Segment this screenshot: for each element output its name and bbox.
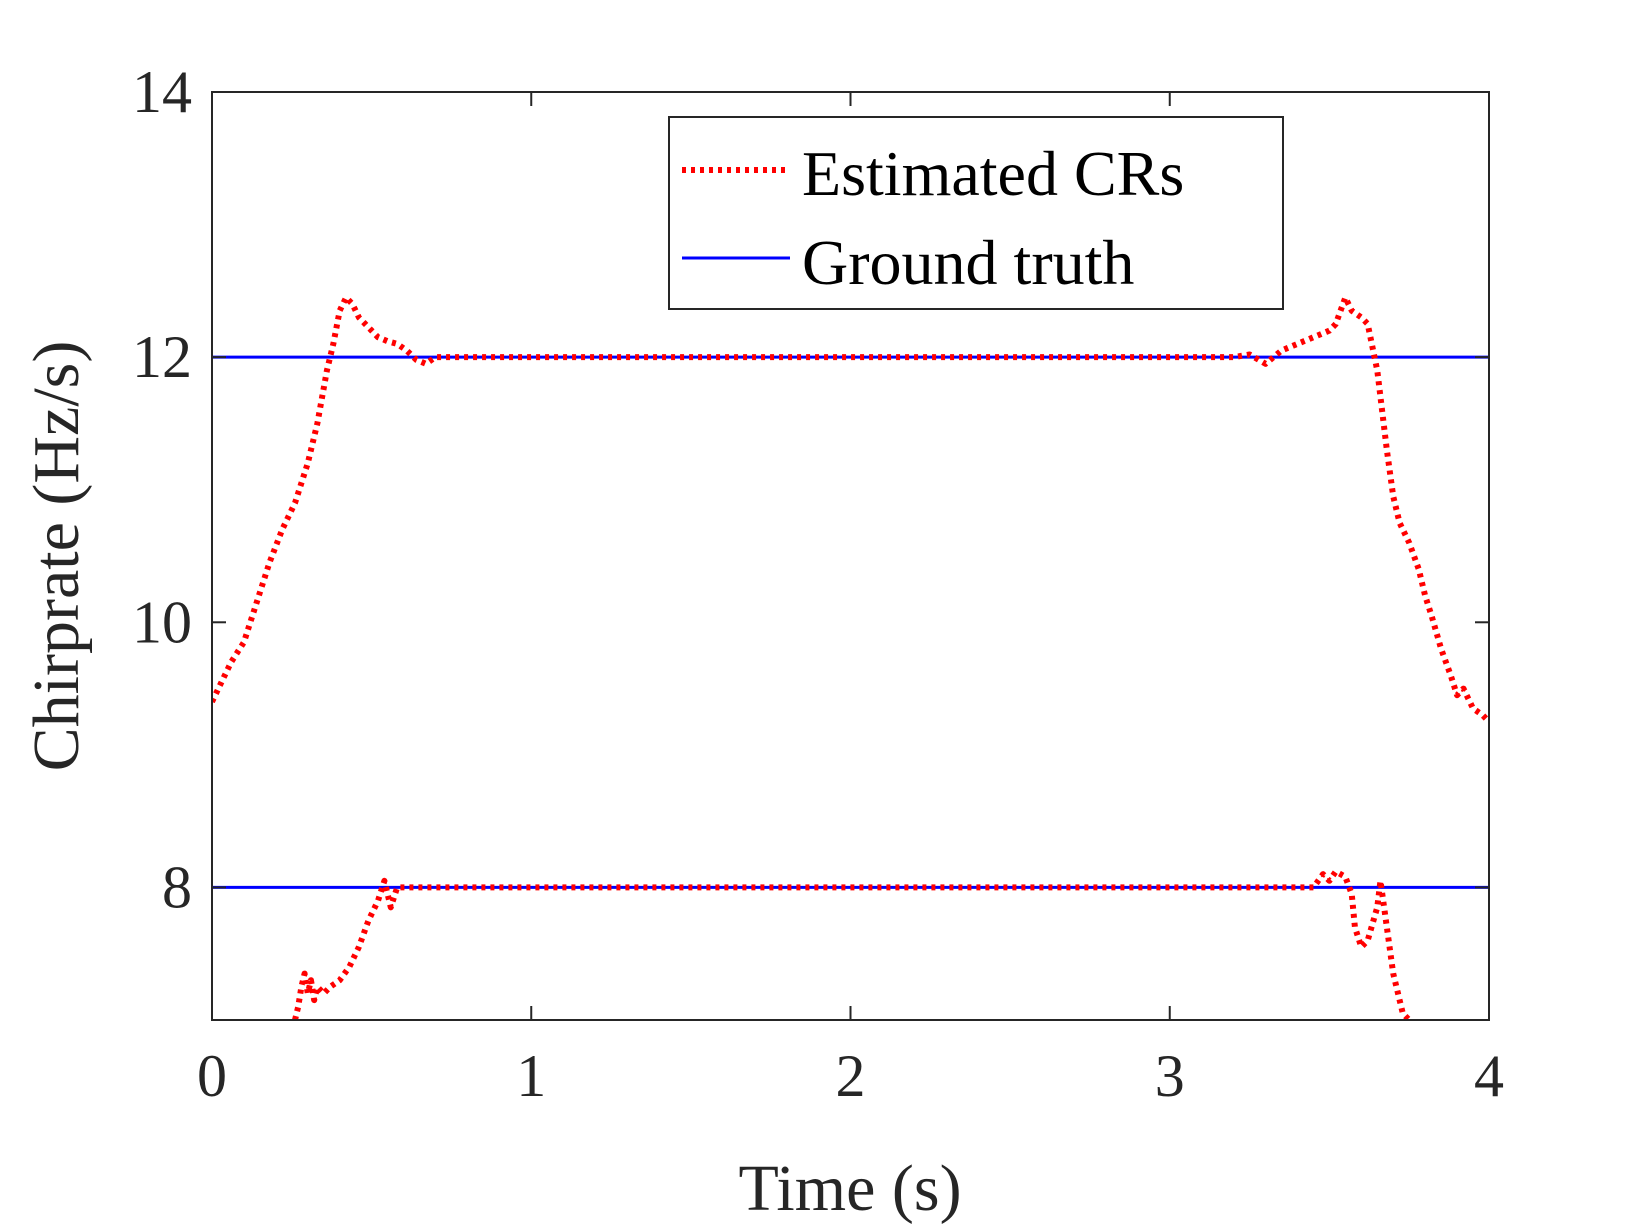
x-tick-label: 0 — [197, 1043, 227, 1109]
x-tick-label: 1 — [516, 1043, 546, 1109]
legend-box — [668, 116, 1284, 310]
y-tick-label: 12 — [132, 324, 192, 390]
legend-label-ground-truth: Ground truth — [802, 227, 1134, 298]
y-axis-label: Chirprate (Hz/s) — [20, 341, 93, 772]
legend-label-estimated: Estimated CRs — [802, 138, 1184, 209]
x-axis-label: Time (s) — [738, 1152, 961, 1225]
x-tick-label: 2 — [836, 1043, 866, 1109]
y-tick-label: 10 — [132, 589, 192, 655]
x-tick-label: 4 — [1474, 1043, 1504, 1109]
estimated-cr-line — [212, 294, 1489, 724]
series-layer — [212, 294, 1489, 1020]
legend: Estimated CRs Ground truth — [668, 116, 1284, 310]
y-tick-label: 8 — [162, 854, 192, 920]
estimated-cr-line — [292, 868, 1412, 1020]
y-tick-label: 14 — [132, 59, 192, 125]
x-tick-label: 3 — [1155, 1043, 1185, 1109]
